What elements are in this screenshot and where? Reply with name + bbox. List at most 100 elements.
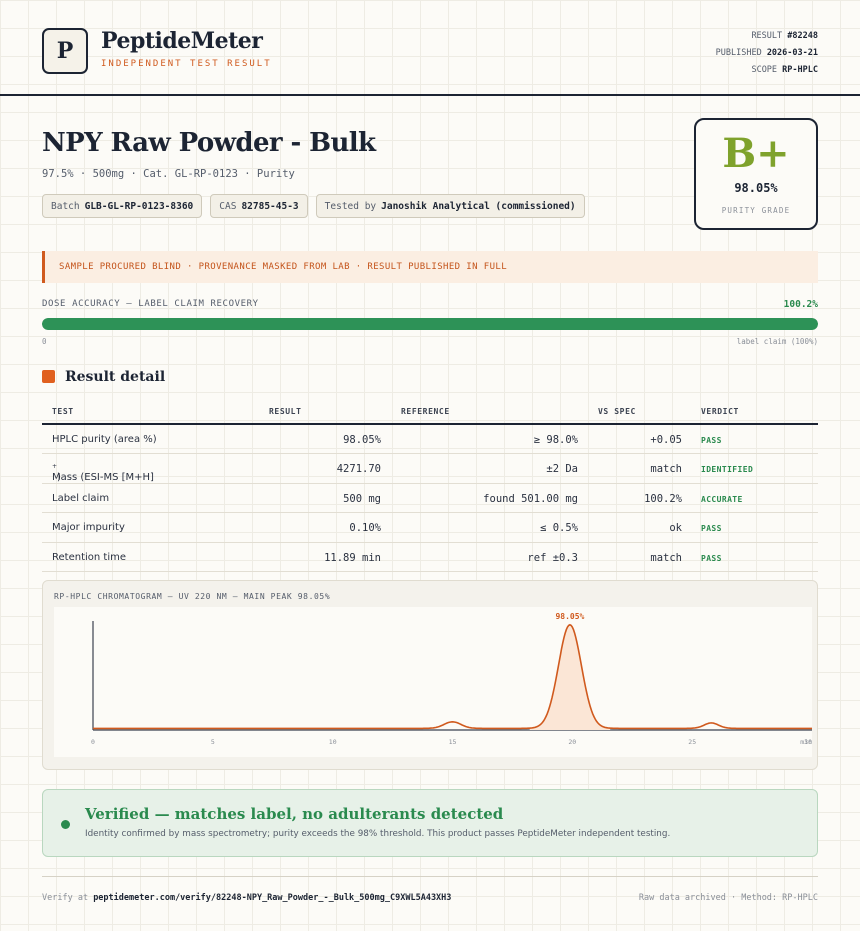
x-tick-label: 5 [211, 738, 215, 746]
meta-scope-label: SCOPE [751, 65, 778, 75]
tested-by-chip-label: Tested by [324, 200, 377, 212]
grade-card: B+ 98.05% PURITY GRADE [694, 118, 818, 230]
brand-name: PeptideMeter [101, 28, 263, 54]
cell-verdict: PASS [701, 553, 722, 563]
x-tick-label: 15 [449, 738, 457, 746]
report-header: P PeptideMeter INDEPENDENT TEST RESULT R… [0, 0, 860, 96]
cell-test: Major impurity [52, 522, 125, 534]
main-peak-fill [529, 624, 611, 730]
header-reference: REFERENCE [401, 407, 450, 416]
cell-vs-spec: +0.05 [650, 434, 682, 446]
cell-reference: ≥ 98.0% [533, 434, 578, 446]
batch-chip-value: GLB-GL-RP-0123-8360 [84, 200, 194, 212]
tested-by-chip-value: Janoshik Analytical (commissioned) [381, 200, 576, 212]
table-row: Retention time 11.89 min ref ±0.3 match … [42, 543, 818, 572]
table-row: HPLC purity (area %) 98.05% ≥ 98.0% +0.0… [42, 425, 818, 455]
verified-description: Identity confirmed by mass spectrometry;… [85, 829, 671, 839]
verify-link[interactable]: peptidemeter.com/verify/82248-NPY_Raw_Po… [93, 893, 452, 903]
meta-published-label: PUBLISHED [715, 48, 762, 58]
meta-result-value: #82248 [787, 31, 818, 41]
table-row: Major impurity 0.10% ≤ 0.5% ok PASS [42, 513, 818, 543]
cell-result: 11.89 min [324, 551, 381, 564]
header-vs-spec: VS SPEC [598, 407, 636, 416]
chromatogram-plot: 98.05% 0 5 10 15 20 25 30 min [54, 607, 812, 757]
x-unit-label: min [800, 738, 812, 746]
cell-result: 98.05% [343, 434, 381, 446]
cell-reference: ±2 Da [546, 463, 578, 476]
cell-test-text: Mass (ESI-MS [M+H] [52, 472, 154, 484]
verified-title: Verified — matches label, no adulterants… [85, 805, 504, 823]
cell-verdict: PASS [701, 524, 722, 534]
cell-test-tail: ) [57, 472, 61, 484]
x-tick-label: 10 [329, 738, 337, 746]
results-table: TEST RESULT REFERENCE VS SPEC VERDICT HP… [42, 398, 818, 572]
chromatogram-trace [93, 623, 812, 730]
dose-max-label: label claim (100%) [736, 337, 818, 346]
section-title: Result detail [65, 369, 166, 385]
footer-method: Raw data archived · Method: RP-HPLC [638, 893, 818, 903]
chromatogram-title: RP-HPLC CHROMATOGRAM — UV 220 NM — MAIN … [54, 592, 331, 601]
verified-panel: Verified — matches label, no adulterants… [42, 789, 818, 857]
cell-verdict: IDENTIFIED [701, 465, 754, 475]
cas-chip-label: CAS [219, 200, 237, 212]
report-meta: RESULT #82248 PUBLISHED 2026-03-21 SCOPE… [716, 28, 818, 79]
cell-test: Retention time [52, 551, 126, 563]
verify-prefix: Verify at [42, 893, 89, 903]
cell-test: Label claim [52, 492, 110, 504]
cell-reference: ref ±0.3 [527, 551, 578, 564]
x-tick-label: 0 [91, 738, 95, 746]
tested-by-chip: Tested by Janoshik Analytical (commission… [315, 194, 585, 218]
dose-accuracy-value: 100.2% [783, 299, 818, 310]
verified-dot-icon [61, 820, 70, 829]
product-title: NPY Raw Powder - Bulk [42, 128, 376, 158]
header-result: RESULT [269, 407, 302, 416]
cell-test: Mass (ESI-MS [M+H] +) [52, 463, 154, 483]
cas-chip: CAS 82785-45-3 [210, 194, 308, 218]
dose-accuracy-fill [42, 318, 818, 330]
section-marker [42, 370, 55, 383]
cell-result: 500 mg [343, 492, 381, 505]
cell-reference: found 501.00 mg [483, 492, 578, 505]
meta-result-label: RESULT [751, 31, 783, 41]
chromatogram-panel: RP-HPLC CHROMATOGRAM — UV 220 NM — MAIN … [42, 580, 818, 770]
provenance-banner: SAMPLE PROCURED BLIND · PROVENANCE MASKE… [42, 251, 818, 283]
grade-label: PURITY GRADE [721, 206, 791, 215]
table-row: Mass (ESI-MS [M+H] +) 4271.70 ±2 Da match… [42, 454, 818, 484]
meta-scope: SCOPE RP-HPLC [716, 62, 818, 79]
cas-chip-value: 82785-45-3 [241, 200, 299, 212]
grade-value: 98.05% [734, 181, 778, 195]
cell-vs-spec: 100.2% [644, 492, 682, 505]
meta-published-value: 2026-03-21 [766, 48, 818, 58]
meta-result: RESULT #82248 [716, 28, 818, 45]
cell-result: 0.10% [349, 522, 381, 535]
header-verdict: VERDICT [701, 407, 739, 416]
footer-divider [42, 876, 818, 877]
cell-vs-spec: match [650, 551, 682, 564]
x-tick-label: 30 [804, 738, 812, 746]
batch-chip-label: Batch [51, 200, 80, 212]
verify-footer: Verify at peptidemeter.com/verify/82248-… [42, 893, 451, 903]
cell-vs-spec: match [650, 463, 682, 476]
meta-published: PUBLISHED 2026-03-21 [716, 45, 818, 62]
x-tick-label: 20 [568, 738, 576, 746]
cell-vs-spec: ok [669, 522, 682, 535]
table-header: TEST RESULT REFERENCE VS SPEC VERDICT [42, 398, 818, 425]
product-subtitle: 97.5% · 500mg · Cat. GL-RP-0123 · Purity [42, 168, 295, 180]
cell-test-sup: + [52, 463, 58, 471]
x-tick-label: 25 [688, 738, 696, 746]
cell-verdict: ACCURATE [701, 494, 743, 504]
dose-min-label: 0 [42, 337, 47, 346]
cell-test: HPLC purity (area %) [52, 434, 157, 445]
header-test: TEST [52, 407, 74, 416]
table-row: Label claim 500 mg found 501.00 mg 100.2… [42, 484, 818, 514]
meta-scope-value: RP-HPLC [782, 65, 818, 75]
grade-letter: B+ [722, 130, 790, 177]
product-chips: Batch GLB-GL-RP-0123-8360 CAS 82785-45-3 T… [42, 194, 585, 218]
brand-tagline: INDEPENDENT TEST RESULT [101, 59, 272, 69]
logo-mark: P [42, 28, 88, 74]
batch-chip: Batch GLB-GL-RP-0123-8360 [42, 194, 203, 218]
peak-annotation: 98.05% [555, 612, 584, 621]
cell-result: 4271.70 [336, 463, 381, 476]
